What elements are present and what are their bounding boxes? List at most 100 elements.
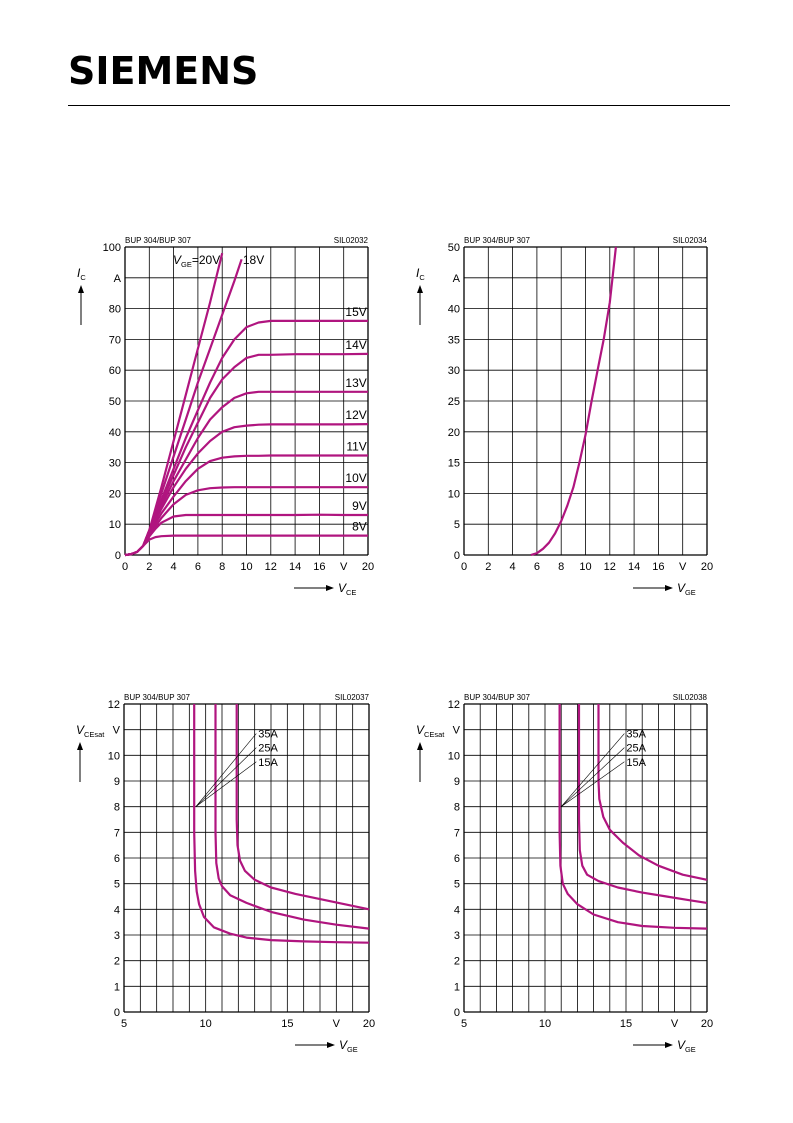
x-tick-label: 6 xyxy=(195,561,201,573)
chart-code-right: SIL02034 xyxy=(673,236,708,245)
series-annotation: 15A xyxy=(258,757,278,769)
y-tick-label: 100 xyxy=(103,242,121,254)
y-tick-label: 7 xyxy=(454,827,460,839)
series-line xyxy=(235,704,370,911)
y-axis-label: VCEsat xyxy=(76,723,105,739)
y-tick-label: 8 xyxy=(454,802,460,814)
chart-code-left: BUP 304/BUP 307 xyxy=(464,693,531,702)
chart-code-left: BUP 304/BUP 307 xyxy=(124,693,191,702)
annotation-leader xyxy=(195,733,257,807)
y-tick-label: V xyxy=(453,725,461,737)
y-axis-label: IC xyxy=(77,266,86,282)
x-axis-arrow-head xyxy=(326,585,334,591)
x-tick-label: 10 xyxy=(539,1018,551,1030)
series-line xyxy=(558,704,708,930)
y-tick-label: 10 xyxy=(108,750,120,762)
y-axis-label: IC xyxy=(416,266,425,282)
x-axis-label: VGE xyxy=(677,581,696,597)
series-label: 11V xyxy=(346,440,366,454)
y-tick-label: A xyxy=(114,273,122,285)
y-tick-label: 12 xyxy=(448,699,460,711)
annotation-leader xyxy=(195,761,257,807)
y-tick-label: 4 xyxy=(454,904,460,916)
annotation-leader xyxy=(560,747,625,807)
y-tick-label: 50 xyxy=(109,396,121,408)
x-tick-label: 15 xyxy=(281,1018,293,1030)
x-tick-label: 12 xyxy=(604,561,616,573)
series-label: VGE=20V xyxy=(173,253,220,269)
y-tick-label: 40 xyxy=(109,427,121,439)
y-axis-arrow-head xyxy=(77,742,83,750)
x-tick-label: 4 xyxy=(171,561,177,573)
x-tick-label: 14 xyxy=(628,561,640,573)
series-label: 14V xyxy=(345,338,366,352)
x-tick-label: 4 xyxy=(510,561,516,573)
x-tick-label: 5 xyxy=(461,1018,467,1030)
x-tick-label: 2 xyxy=(485,561,491,573)
x-axis-arrow-head xyxy=(665,585,673,591)
x-tick-label: 15 xyxy=(620,1018,632,1030)
y-tick-label: 3 xyxy=(114,930,120,942)
x-tick-label: 14 xyxy=(289,561,301,573)
x-axis-arrow-head xyxy=(665,1042,673,1048)
x-tick-label: 12 xyxy=(265,561,277,573)
x-axis-arrow-head xyxy=(327,1042,335,1048)
series-line xyxy=(193,704,370,944)
y-tick-label: 3 xyxy=(454,930,460,942)
y-tick-label: 2 xyxy=(454,956,460,968)
series-line xyxy=(577,704,708,904)
y-axis-label: VCEsat xyxy=(416,723,445,739)
x-tick-label: 8 xyxy=(558,561,564,573)
x-tick-label: 10 xyxy=(579,561,591,573)
annotation-leader xyxy=(560,733,625,807)
x-tick-label: V xyxy=(333,1018,341,1030)
y-tick-label: 5 xyxy=(454,519,460,531)
y-tick-label: 10 xyxy=(109,519,121,531)
x-axis-label: VCE xyxy=(338,581,356,597)
y-tick-label: 6 xyxy=(114,853,120,865)
series-line xyxy=(530,246,617,557)
x-tick-label: 6 xyxy=(534,561,540,573)
series-label: 18V xyxy=(243,253,264,267)
series-annotation: 25A xyxy=(258,743,278,755)
x-tick-label: 20 xyxy=(701,561,713,573)
x-tick-label: 20 xyxy=(363,1018,375,1030)
series-line xyxy=(124,534,368,557)
y-tick-label: 10 xyxy=(448,750,460,762)
x-tick-label: 0 xyxy=(461,561,467,573)
annotation-leader xyxy=(561,761,625,807)
series-label: 15V xyxy=(345,305,366,319)
y-tick-label: 0 xyxy=(114,1007,120,1019)
x-tick-label: 8 xyxy=(219,561,225,573)
series-label: 9V xyxy=(352,499,367,513)
y-tick-label: 1 xyxy=(114,981,120,993)
chart-code-right: SIL02038 xyxy=(673,693,708,702)
x-tick-label: V xyxy=(671,1018,679,1030)
x-tick-label: 20 xyxy=(701,1018,713,1030)
y-tick-label: 70 xyxy=(109,334,121,346)
series-annotation: 25A xyxy=(626,743,646,755)
y-tick-label: 1 xyxy=(454,981,460,993)
y-tick-label: 2 xyxy=(114,956,120,968)
x-tick-label: 20 xyxy=(362,561,374,573)
y-tick-label: 25 xyxy=(448,396,460,408)
y-tick-label: 15 xyxy=(448,458,460,470)
y-tick-label: 5 xyxy=(114,879,120,891)
y-tick-label: 8 xyxy=(114,802,120,814)
x-tick-label: 5 xyxy=(121,1018,127,1030)
chart-code-left: BUP 304/BUP 307 xyxy=(125,236,192,245)
x-axis-label: VGE xyxy=(677,1038,696,1054)
y-tick-label: A xyxy=(453,273,461,285)
series-label: 8V xyxy=(352,520,367,534)
y-tick-label: 30 xyxy=(448,365,460,377)
x-tick-label: 16 xyxy=(652,561,664,573)
siemens-logo: SIEMENS xyxy=(68,49,259,93)
y-tick-label: 35 xyxy=(448,334,460,346)
y-tick-label: 9 xyxy=(114,776,120,788)
y-axis-arrow-head xyxy=(417,285,423,293)
y-tick-label: 5 xyxy=(454,879,460,891)
